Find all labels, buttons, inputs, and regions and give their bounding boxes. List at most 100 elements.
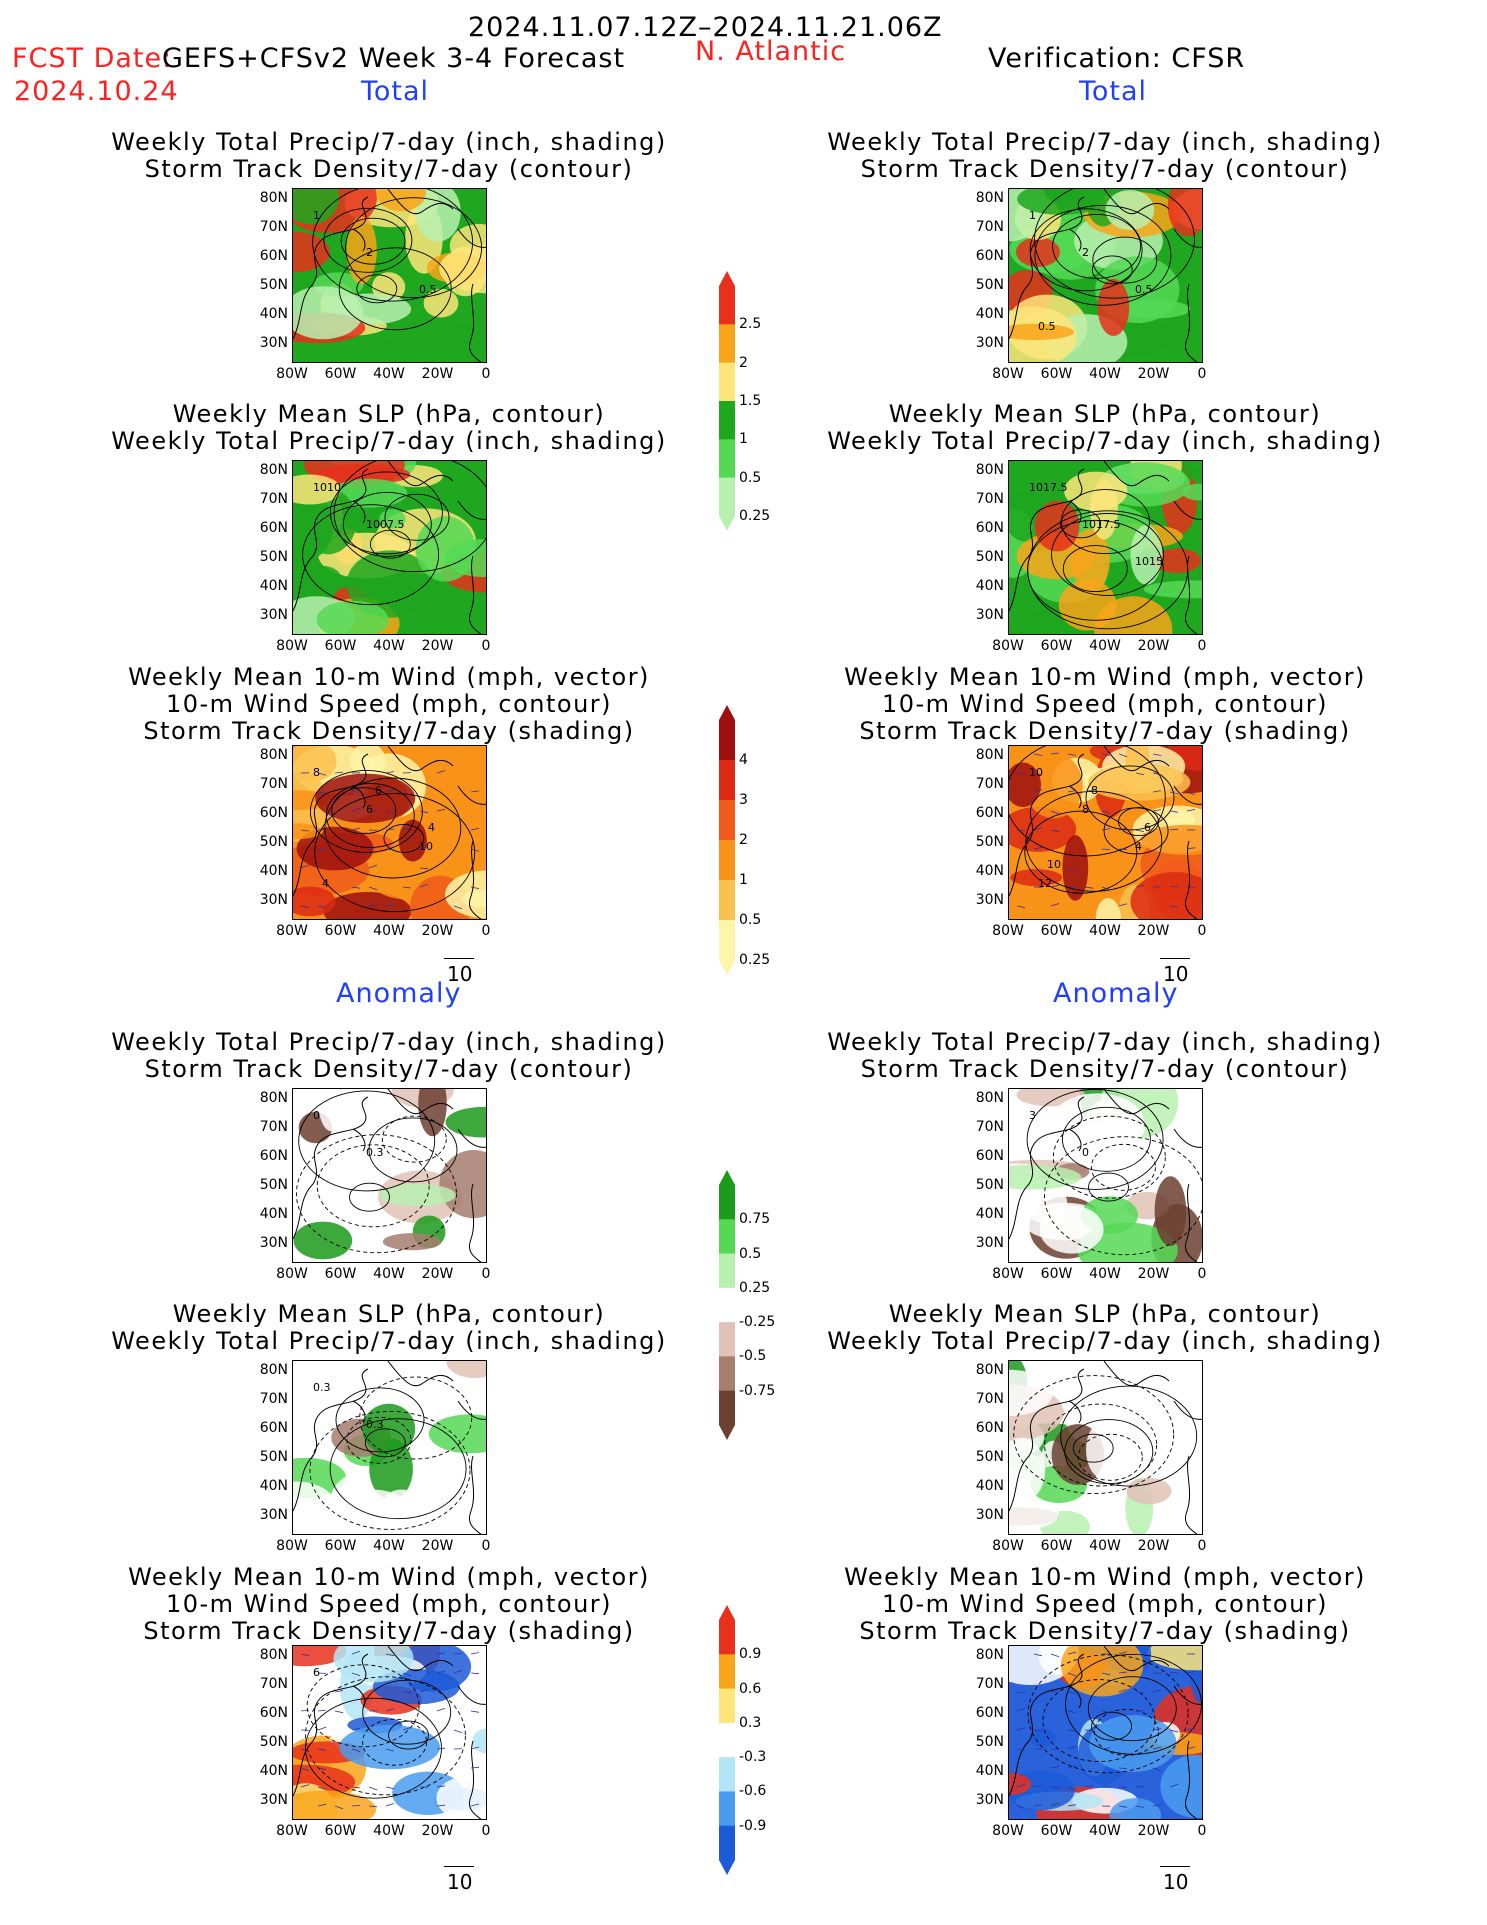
p9-lon-label: 60W <box>324 1823 357 1839</box>
p8-lat-label: 30N <box>259 1507 288 1523</box>
p12-wind-vector <box>1118 1671 1128 1674</box>
storm_anom-colorbar-label: -0.9 <box>739 1817 767 1834</box>
precip_anom-colorbar-segment <box>719 1253 735 1289</box>
p4-lat-label: 30N <box>975 335 1004 351</box>
p2-title-line-1: Weekly Mean SLP (hPa, contour) <box>172 400 606 428</box>
p6-wind-vector <box>1152 772 1162 776</box>
p9-wind-vector <box>300 1653 310 1657</box>
p4-contour <box>1034 204 1172 306</box>
p12-wind-vector <box>1067 1804 1077 1807</box>
p5-title-line-1: Weekly Mean SLP (hPa, contour) <box>888 400 1322 428</box>
p5-shade-blob <box>1143 580 1202 599</box>
precip_total-colorbar <box>719 271 735 531</box>
p2-coastline <box>293 461 486 634</box>
p12-lat-label: 80N <box>975 1647 1004 1663</box>
precip_anom-colorbar-label: -0.25 <box>739 1314 776 1331</box>
p2-shade-blob <box>346 550 434 618</box>
fcst-date: 2024.10.24 <box>14 76 179 107</box>
p9-wind-vector <box>436 1670 446 1674</box>
p7-shade-blob <box>382 1233 441 1251</box>
p12-wind-vector <box>1050 1766 1060 1769</box>
p4-shade-blob <box>1016 237 1060 267</box>
p1-lat-label: 60N <box>259 248 288 264</box>
storm_anom-colorbar-top-cap <box>719 1605 735 1620</box>
p12-wind-vector <box>1118 1689 1128 1693</box>
p12-vector-ref-arrow <box>1160 1866 1190 1867</box>
p7-coastline <box>293 1089 486 1262</box>
p12-wind-vector <box>1118 1767 1128 1769</box>
storm_total-colorbar-label: 3 <box>739 792 748 808</box>
p3-wind-vector <box>351 789 361 793</box>
p12-contour <box>1027 1654 1189 1774</box>
p9-wind-vector <box>470 1746 480 1750</box>
p1-contour <box>312 189 474 302</box>
p6-lat-label: 60N <box>975 805 1004 821</box>
precip_total-colorbar-segment <box>719 324 735 364</box>
p7-shade-blob <box>379 1184 456 1207</box>
p2-lat-label: 60N <box>259 520 288 536</box>
p6-wind-vector <box>1101 886 1111 891</box>
p1-shade-blob <box>293 286 363 340</box>
p6-wind-vector <box>1084 789 1094 793</box>
p7-title-line-1: Weekly Total Precip/7-day (inch, shading… <box>111 1028 667 1056</box>
p6-lat-label: 30N <box>975 892 1004 908</box>
p4-contour <box>1091 255 1133 285</box>
p6-lat-label: 40N <box>975 863 1004 879</box>
p11-coastline <box>1009 1361 1202 1534</box>
p3-lat-label: 40N <box>259 863 288 879</box>
p9-wind-vector <box>334 1710 344 1714</box>
p3-wind-vector <box>317 791 327 794</box>
p6-vector-ref: 10 <box>1163 962 1189 986</box>
p10-shade-blob <box>1154 1176 1187 1246</box>
p11-contour <box>1060 1385 1198 1487</box>
storm_total-colorbar-segment <box>719 920 735 961</box>
p3-map-canvas: 8 6 10 4 6 4 <box>293 746 486 919</box>
p3-wind-vector <box>300 829 310 832</box>
p2-shade-blob <box>415 516 476 582</box>
p11-shade-blob <box>1009 1369 1053 1416</box>
p1-lat-label: 50N <box>259 277 288 293</box>
p3-wind-vector <box>385 848 395 851</box>
p6-wind-vector <box>1050 829 1060 833</box>
p1-contour-label: 2 <box>366 246 373 259</box>
p9-lat-label: 50N <box>259 1734 288 1750</box>
p6-wind-vector <box>1033 753 1043 756</box>
p10-contour <box>1026 1089 1164 1190</box>
p4-lon-label: 80W <box>992 366 1024 382</box>
p9-lon-label: 0 <box>481 1823 491 1839</box>
p7-lon-label: 60W <box>324 1266 357 1282</box>
p7-shade-blob <box>439 1150 486 1219</box>
precip_anom-colorbar-top-cap <box>719 1170 735 1185</box>
p2-lat-label: 70N <box>259 491 288 507</box>
p7-shade-blob <box>293 1221 353 1260</box>
p3-wind-vector <box>385 810 395 813</box>
p8-shade-blob <box>293 1499 323 1534</box>
p2-lon-label: 80W <box>276 638 308 654</box>
p2-contour <box>329 471 443 555</box>
p12-wind-vector <box>1050 1690 1060 1693</box>
anomaly-label-left: Anomaly <box>336 978 462 1009</box>
p3-wind-vector <box>419 846 429 850</box>
p4-contour <box>1034 189 1195 299</box>
p3-lat-label: 50N <box>259 834 288 850</box>
p3-wind-vector <box>351 827 361 831</box>
p1-contour-label: 1 <box>313 209 320 222</box>
p6-shade-blob <box>1130 872 1202 919</box>
p3-lat-label: 70N <box>259 776 288 792</box>
p3-vector-ref: 10 <box>447 962 473 986</box>
p9-title-line-3: Storm Track Density/7-day (shading) <box>143 1617 635 1645</box>
p6-wind-vector <box>1067 886 1077 888</box>
p1-lon-label: 40W <box>373 366 405 382</box>
precip_total-colorbar-label: 2.5 <box>739 316 762 333</box>
precip_total-colorbar-label: 0.25 <box>739 508 771 524</box>
storm_total-colorbar-segment <box>719 840 735 881</box>
p5-contour <box>1051 513 1164 596</box>
precip_anom-colorbar-segment <box>719 1322 735 1357</box>
p3-wind-vector <box>419 883 429 888</box>
p10-title-line-1: Weekly Total Precip/7-day (inch, shading… <box>827 1028 1383 1056</box>
p3-wind-vector <box>317 829 327 831</box>
p5-lat-label: 80N <box>975 462 1004 478</box>
p6-shade-blob <box>1088 764 1191 801</box>
p3-wind-vector <box>368 886 378 891</box>
p5-lon-label: 20W <box>1137 638 1170 654</box>
